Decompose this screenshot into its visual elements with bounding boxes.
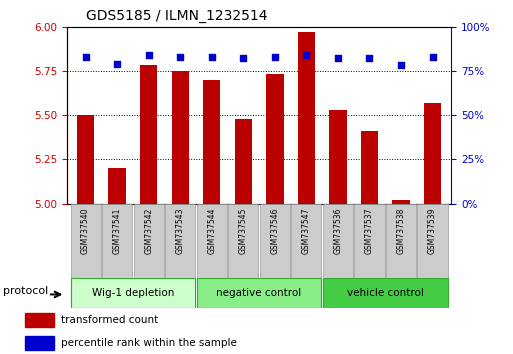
Bar	[329, 110, 347, 204]
Text: vehicle control: vehicle control	[347, 288, 424, 298]
Text: GSM737542: GSM737542	[144, 207, 153, 254]
Text: negative control: negative control	[216, 288, 302, 298]
Point	[145, 52, 153, 58]
Bar	[102, 204, 132, 278]
Text: GSM737540: GSM737540	[81, 207, 90, 254]
Text: GSM737545: GSM737545	[239, 207, 248, 254]
Bar	[77, 115, 94, 204]
Bar	[25, 336, 54, 350]
Bar	[70, 204, 101, 278]
Bar	[291, 204, 322, 278]
Bar	[196, 204, 227, 278]
Bar	[386, 204, 416, 278]
Text: Wig-1 depletion: Wig-1 depletion	[92, 288, 174, 298]
Text: GSM737546: GSM737546	[270, 207, 280, 254]
Point	[239, 56, 247, 61]
Text: protocol: protocol	[3, 286, 49, 296]
Bar	[323, 204, 353, 278]
Text: GSM737536: GSM737536	[333, 207, 342, 254]
Text: GSM737538: GSM737538	[397, 207, 405, 254]
Bar	[418, 204, 448, 278]
Text: GSM737539: GSM737539	[428, 207, 437, 254]
Bar	[234, 119, 252, 204]
Point	[397, 63, 405, 68]
Text: GSM737541: GSM737541	[113, 207, 122, 254]
Text: percentile rank within the sample: percentile rank within the sample	[61, 338, 237, 348]
Bar	[361, 131, 378, 204]
Bar	[266, 74, 284, 204]
Bar	[228, 204, 259, 278]
Text: GSM737543: GSM737543	[176, 207, 185, 254]
Point	[271, 54, 279, 59]
Bar	[298, 32, 315, 204]
Bar	[133, 204, 164, 278]
Point	[208, 54, 216, 59]
Point	[113, 61, 121, 67]
Bar	[424, 103, 441, 204]
Bar	[260, 204, 290, 278]
Bar	[25, 313, 54, 327]
Bar	[108, 168, 126, 204]
Bar	[203, 80, 221, 204]
Point	[82, 54, 90, 59]
Bar	[165, 204, 195, 278]
Bar	[354, 204, 385, 278]
Bar	[392, 200, 410, 204]
Point	[176, 54, 184, 59]
Text: transformed count: transformed count	[61, 315, 159, 325]
Bar	[70, 278, 195, 308]
Text: GDS5185 / ILMN_1232514: GDS5185 / ILMN_1232514	[86, 9, 267, 23]
Point	[365, 56, 373, 61]
Text: GSM737547: GSM737547	[302, 207, 311, 254]
Text: GSM737544: GSM737544	[207, 207, 216, 254]
Point	[334, 56, 342, 61]
Bar	[140, 65, 157, 204]
Bar	[323, 278, 448, 308]
Text: GSM737537: GSM737537	[365, 207, 374, 254]
Point	[302, 52, 310, 58]
Point	[428, 54, 437, 59]
Bar	[171, 71, 189, 204]
Bar	[196, 278, 322, 308]
